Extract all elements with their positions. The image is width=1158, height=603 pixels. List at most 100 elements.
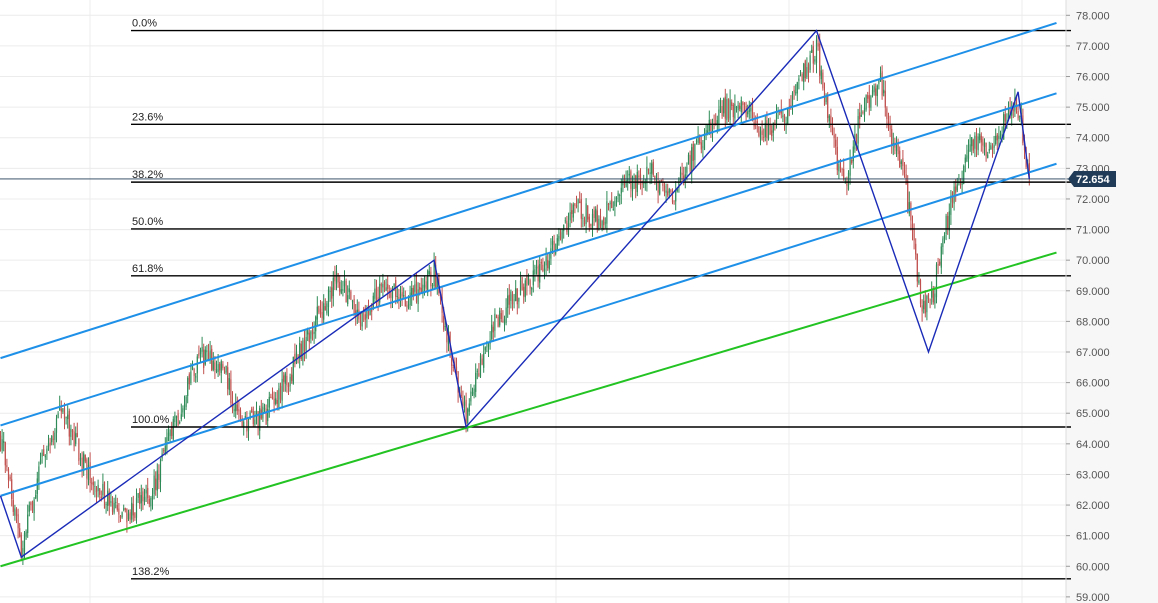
candle-body xyxy=(507,295,509,309)
candle-body xyxy=(539,263,541,283)
price-axis: 59.000 60.000 61.000 62.000 63.000 64.000 65.0… xyxy=(1065,0,1110,603)
candle-body xyxy=(875,88,877,96)
candle-body xyxy=(390,292,392,298)
candle-body xyxy=(572,204,574,218)
candle-body xyxy=(52,438,54,440)
candle-body xyxy=(179,422,181,424)
zigzag-swing-line[interactable] xyxy=(0,29,1030,559)
candle-body xyxy=(303,340,306,351)
candle-body xyxy=(486,346,488,348)
candle-body xyxy=(798,78,800,81)
candle-body xyxy=(257,411,259,429)
candle-body xyxy=(281,378,283,401)
support-trendline[interactable] xyxy=(0,251,1057,568)
candle-body xyxy=(660,180,662,182)
candle-body xyxy=(990,145,992,150)
candle-body xyxy=(692,143,694,161)
candle-body xyxy=(300,343,302,359)
candle-body xyxy=(606,201,608,224)
candle-body xyxy=(575,205,578,207)
candle-body xyxy=(883,89,885,94)
channel-line[interactable] xyxy=(0,92,1057,427)
candle-body xyxy=(340,289,342,294)
candle-body xyxy=(556,238,558,252)
candle-body xyxy=(185,396,187,407)
candle-body xyxy=(331,287,333,299)
candle-body xyxy=(847,172,850,190)
candle-body xyxy=(758,126,760,136)
candle-body xyxy=(684,174,686,181)
candle-body xyxy=(171,426,173,436)
candle-body xyxy=(915,243,917,255)
candle-body xyxy=(353,298,355,314)
candle-body xyxy=(187,378,189,397)
candle-body xyxy=(707,130,709,134)
candle-body xyxy=(737,105,739,110)
candle-body xyxy=(398,296,400,300)
candle-body xyxy=(971,137,973,147)
candle-body xyxy=(134,513,136,518)
candle-body xyxy=(222,364,224,369)
axis-tick-label: 76.000 xyxy=(1076,72,1110,84)
candle-body xyxy=(17,514,19,529)
candle-body xyxy=(427,270,429,293)
candle-body xyxy=(14,508,16,516)
candle-body xyxy=(691,147,693,174)
candle-body xyxy=(236,404,238,411)
candle-body xyxy=(678,177,680,189)
candle-body xyxy=(268,396,270,408)
candle-body xyxy=(43,449,45,456)
candle-body xyxy=(998,135,1000,139)
candle-body xyxy=(148,498,150,505)
candle-body xyxy=(286,375,288,386)
candle-body xyxy=(12,500,14,512)
candle-body xyxy=(841,169,843,170)
candle-body xyxy=(631,176,634,192)
candle-body xyxy=(852,146,854,162)
candle-body xyxy=(895,144,898,152)
candle-body xyxy=(131,502,133,520)
candle-body xyxy=(879,73,882,82)
candle-body xyxy=(105,504,107,505)
fibonacci-retracement[interactable]: 0.0% 23.6% 38.2% 50.0% 61.8% 100.0% 138.2% xyxy=(0,18,1071,580)
candle-body xyxy=(396,296,398,297)
candle-body xyxy=(263,408,266,410)
candle-body xyxy=(983,142,986,147)
candle-body xyxy=(571,210,573,214)
candle-body xyxy=(380,284,382,286)
candle-body xyxy=(780,110,782,114)
candle-body xyxy=(23,533,26,552)
candle-body xyxy=(751,103,754,121)
candle-body xyxy=(900,161,902,165)
candle-body xyxy=(219,363,221,371)
candle-body xyxy=(835,139,837,147)
candle-body xyxy=(201,346,203,352)
candle-body xyxy=(825,97,827,102)
channel-line[interactable] xyxy=(0,22,1057,360)
candle-body xyxy=(318,306,320,313)
candle-body xyxy=(132,503,134,516)
fib-level-label: 38.2% xyxy=(132,169,163,181)
candle-body xyxy=(491,324,493,339)
candle-body xyxy=(963,165,965,184)
candle-body xyxy=(769,123,771,135)
candle-body xyxy=(969,144,971,151)
candle-body xyxy=(823,91,826,106)
candle-body xyxy=(103,481,106,509)
candle-body xyxy=(255,410,258,417)
candle-body xyxy=(119,515,122,518)
candle-body xyxy=(931,288,933,298)
trend-drawings[interactable] xyxy=(0,22,1057,568)
candle-body xyxy=(526,276,528,286)
candle-body xyxy=(681,172,683,175)
candle-body xyxy=(670,190,672,192)
candle-body xyxy=(217,364,219,372)
candle-body xyxy=(291,374,293,381)
candle-body xyxy=(102,483,104,496)
candle-body xyxy=(783,115,786,123)
candle-body xyxy=(577,199,579,204)
candle-body xyxy=(542,264,544,272)
channel-line[interactable] xyxy=(0,162,1057,497)
